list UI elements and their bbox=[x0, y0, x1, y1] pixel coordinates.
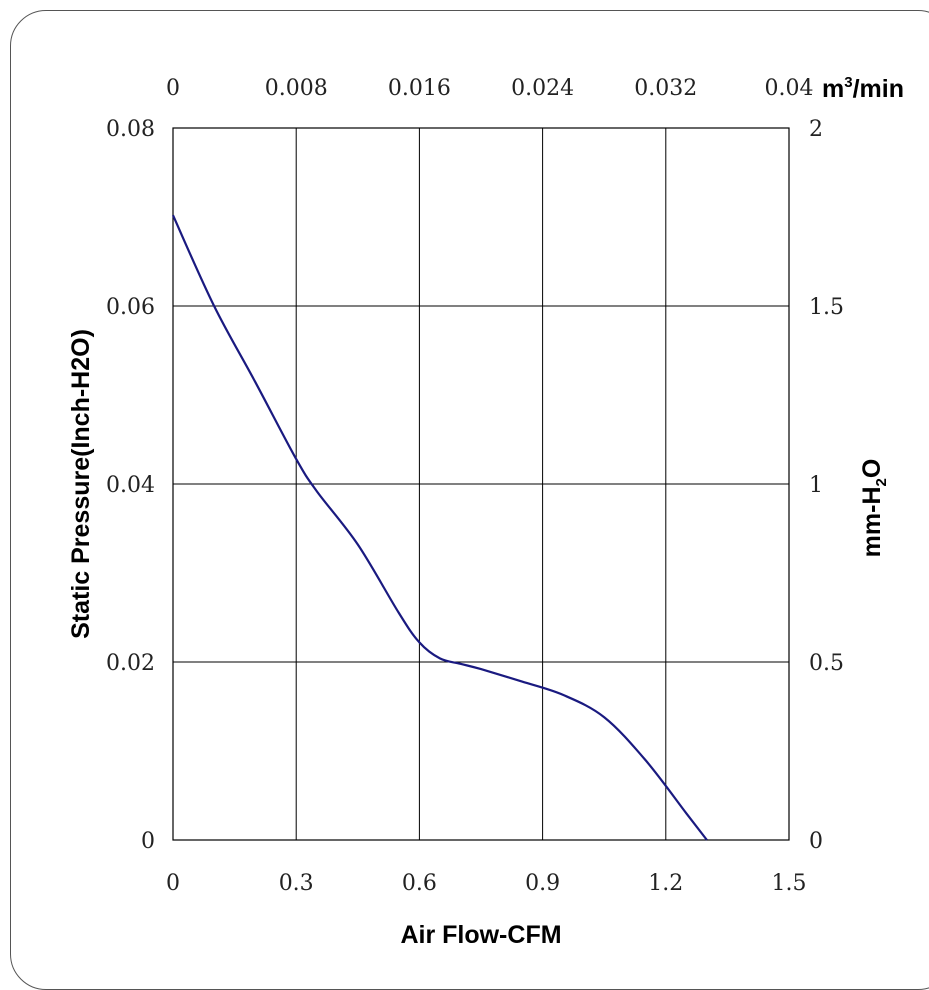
right-unit-sub: 2 bbox=[873, 478, 890, 486]
y-tick-label: 0 bbox=[141, 829, 155, 854]
top-unit-rest: /min bbox=[853, 75, 904, 103]
x-tick-label: 1.5 bbox=[772, 871, 807, 896]
y-tick-label: 0.08 bbox=[106, 117, 155, 142]
x-axis-title: Air Flow-CFM bbox=[400, 921, 561, 949]
y-tick-label: 0.02 bbox=[106, 651, 155, 676]
top-tick-label: 0.008 bbox=[265, 76, 328, 101]
x-tick-label: 1.2 bbox=[648, 871, 683, 896]
y-tick-label: 0.06 bbox=[106, 295, 155, 320]
x-tick-label: 0.6 bbox=[402, 871, 437, 896]
top-tick-label: 0 bbox=[166, 76, 180, 101]
x-tick-label: 0.9 bbox=[525, 871, 560, 896]
chart-frame bbox=[10, 10, 929, 990]
gridlines bbox=[173, 128, 789, 840]
fan-pq-chart: 0 0.3 0.6 0.9 1.2 1.50 0.008 0.016 0.024 0.032 0.0… bbox=[67, 74, 904, 949]
top-tick-label: 0.024 bbox=[511, 76, 574, 101]
top-unit-sup: 3 bbox=[844, 74, 852, 91]
right-unit-rest: O bbox=[858, 459, 886, 478]
top-tick-label: 0.04 bbox=[765, 76, 814, 101]
curve-layer bbox=[171, 214, 708, 841]
pq-curve bbox=[171, 214, 708, 841]
right-tick-label: 2 bbox=[809, 117, 823, 142]
right-unit-base: mm-H bbox=[858, 486, 886, 557]
tick-labels: 0 0.3 0.6 0.9 1.2 1.50 0.008 0.016 0.024 0.032 0.0… bbox=[106, 76, 844, 896]
x-tick-label: 0 bbox=[166, 871, 180, 896]
right-tick-label: 0.5 bbox=[809, 651, 844, 676]
y-axis-title: Static Pressure(Inch-H2O) bbox=[67, 329, 95, 639]
top-axis-unit: m3/min bbox=[822, 74, 904, 103]
top-unit-base: m bbox=[822, 75, 844, 103]
right-tick-label: 1.5 bbox=[809, 295, 844, 320]
top-tick-label: 0.032 bbox=[634, 76, 697, 101]
top-tick-label: 0.016 bbox=[388, 76, 451, 101]
right-axis-unit: mm-H2O bbox=[858, 459, 890, 558]
plot-area bbox=[172, 127, 790, 841]
right-tick-label: 0 bbox=[809, 829, 823, 854]
x-tick-label: 0.3 bbox=[279, 871, 314, 896]
right-tick-label: 1 bbox=[809, 473, 823, 498]
y-tick-label: 0.04 bbox=[106, 473, 155, 498]
